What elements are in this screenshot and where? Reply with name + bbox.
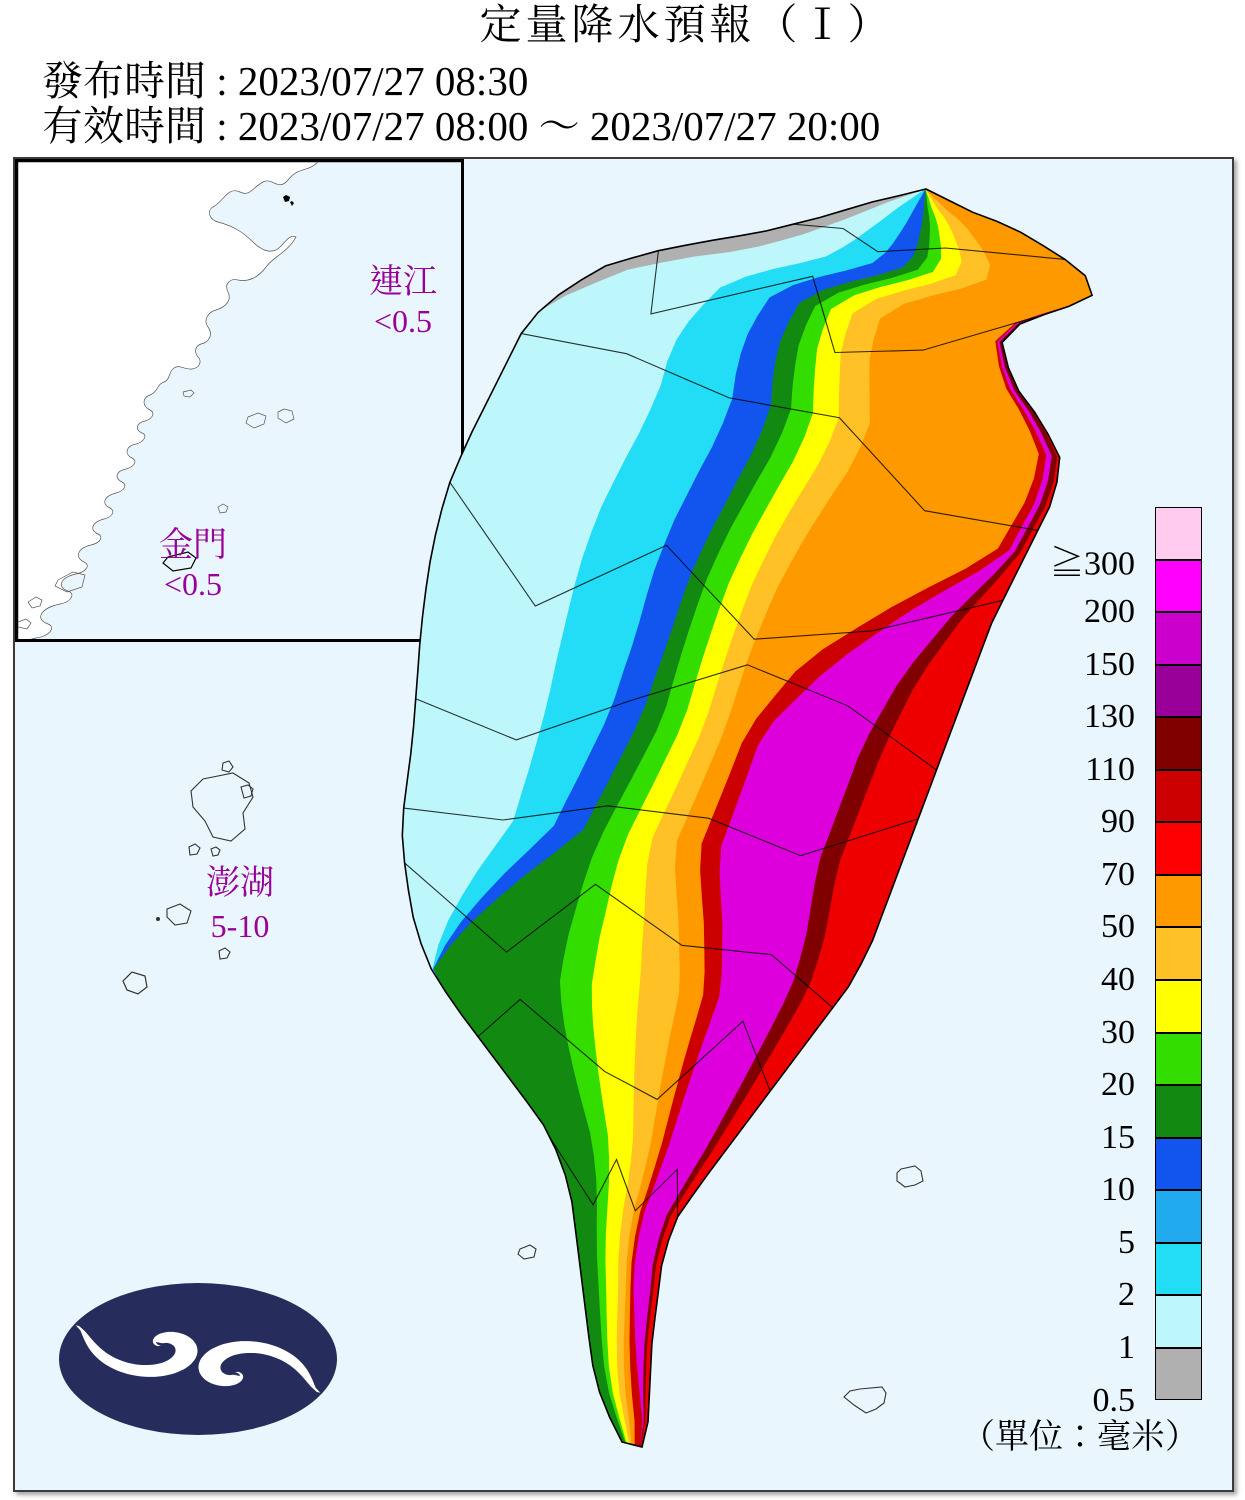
svg-text:澎湖: 澎湖: [206, 864, 274, 902]
svg-text:5-10: 5-10: [211, 908, 270, 944]
